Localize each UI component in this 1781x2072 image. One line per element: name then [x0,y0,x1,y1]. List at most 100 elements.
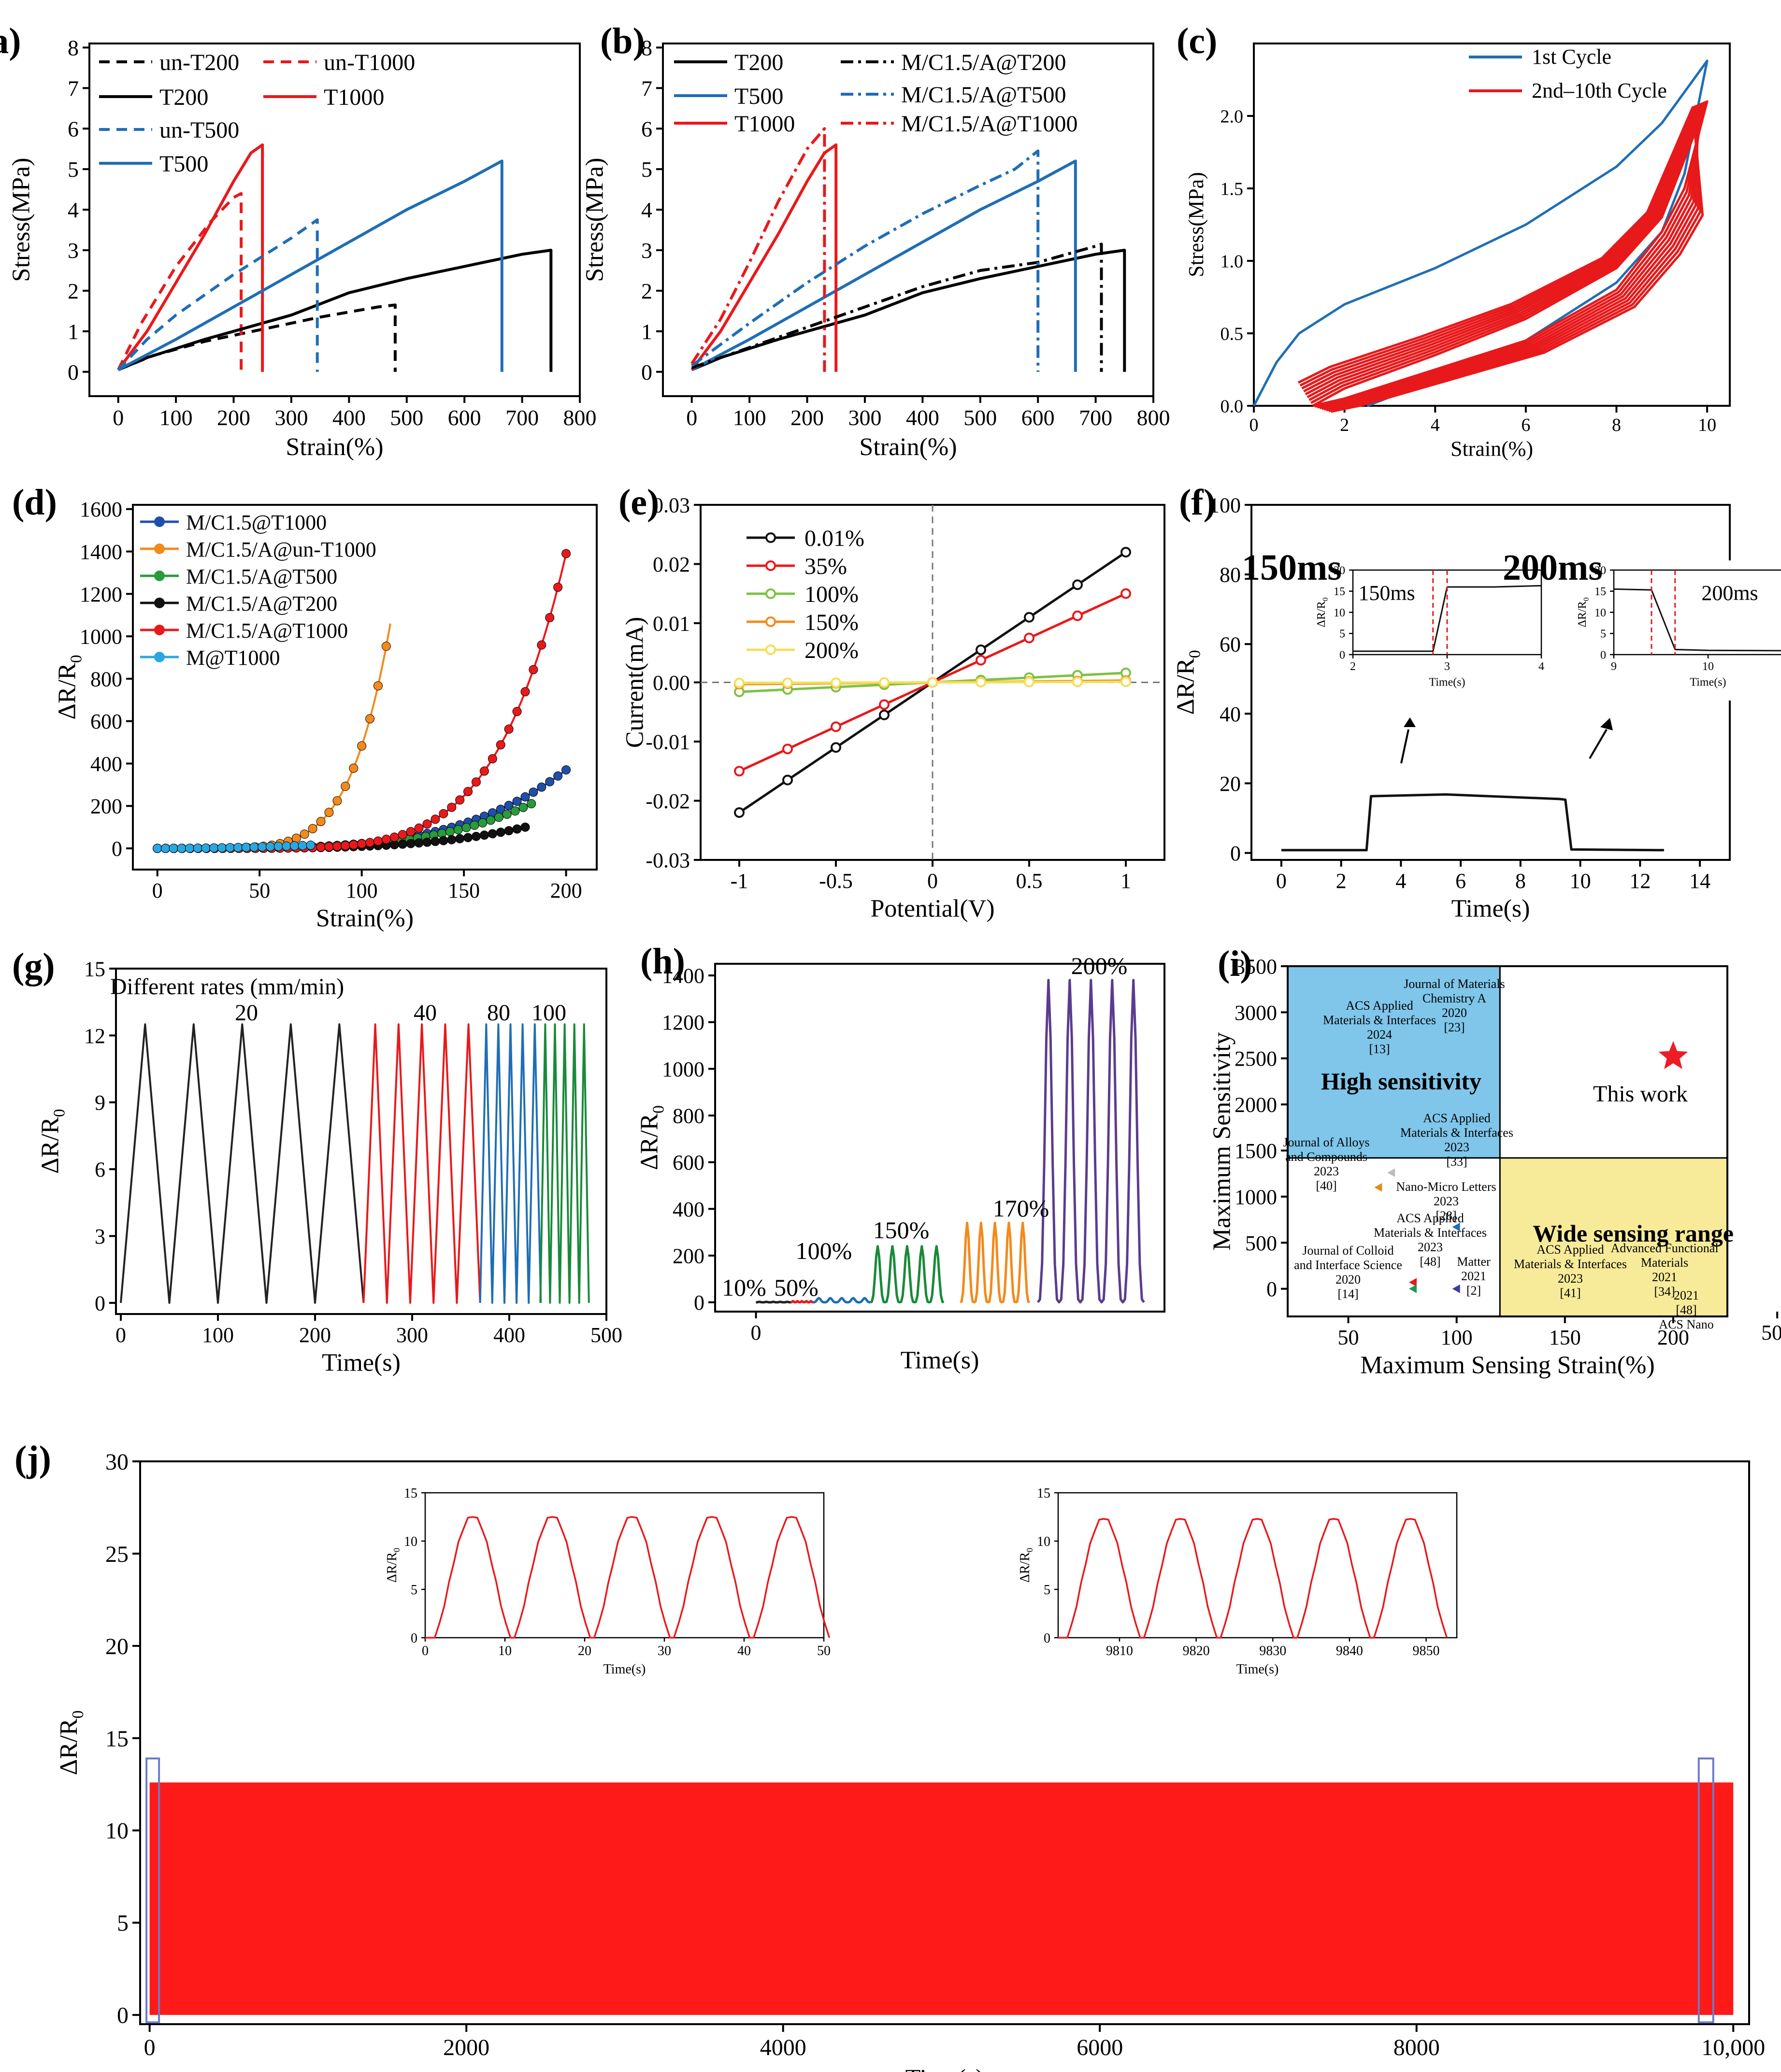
plot-frame [132,504,598,871]
this-work-label: This work [1593,1081,1688,1107]
x-tick-label: 2000 [443,2035,489,2060]
data-point [153,843,162,853]
data-point [504,800,514,810]
data-point [545,777,555,786]
data-point [488,754,497,764]
reference-annotation: 2021 [1674,1288,1699,1302]
reference-annotation: Journal of Materials [1404,977,1505,991]
data-point [512,824,522,834]
x-tick-label: 800 [563,405,597,430]
y-tick-label: 5 [1600,628,1606,641]
y-tick-label: 15 [1334,586,1345,598]
reference-annotation: 2023 [1418,1240,1443,1254]
series-cycle-10 [1297,106,1704,413]
panel-a: 0 100 200 300 400 500 600 700 800 0 1 2 3 4 5 6 7 8 Strain… [0,21,597,461]
arrow-2 [1589,729,1608,759]
x-tick-label: 100 [159,405,193,430]
x-axis-title: Strain(%) [286,433,383,461]
panel-label: (j) [14,1439,51,1479]
y-axis-title: Maximum Sensitivity [1208,1032,1235,1250]
plot-frame [1057,1492,1458,1639]
panel-c: 0 2 4 6 8 10 0.0 0.5 1.0 1.5 2.0 Strain(%) Stress(MP… [1177,21,1731,460]
data-point [241,843,251,852]
y-tick-label: 1000 [662,1057,704,1081]
arrow-1-head [1404,717,1416,727]
y-tick-label: 1.0 [1221,251,1244,272]
reference-annotation: [13] [1369,1042,1390,1056]
data-point [1024,676,1034,687]
data-point [463,833,473,843]
x-tick-label: 700 [1079,405,1112,430]
x-tick-label: 10 [1702,660,1714,673]
reference-annotation: [33] [1446,1155,1467,1169]
data-point [504,724,514,734]
reference-marker [1374,1183,1382,1192]
panel-h: 0500100015002000020040060080010001200140… [635,941,1781,1374]
inset-bg [1575,560,1781,700]
legend-marker [154,543,165,554]
x-tick-label: 800 [1137,405,1170,430]
data-point [406,827,416,836]
data-point [365,714,375,724]
x-tick-label: 600 [1021,405,1055,430]
y-tick-label: 0 [411,1631,417,1646]
y-tick-label: 1200 [80,583,122,606]
y-tick-label: 400 [673,1198,704,1221]
legend-marker [154,652,165,662]
data-point [1024,612,1034,623]
panel-label: (d) [12,482,57,523]
panel-i: 50 100 150 2000500100015002000250030003500M… [1208,943,1733,1379]
data-point [1120,676,1131,687]
y-tick-label: 0.0 [1221,396,1244,416]
y-tick-label: 6 [68,116,79,141]
x-tick-label: 500 [1761,1321,1781,1344]
x-tick-label: 400 [493,1323,525,1347]
reference-annotation: 2023 [1314,1164,1339,1178]
y-tick-label: 15 [1037,1486,1050,1501]
x-axis-title: Strain(%) [859,433,957,461]
series-rate-40 [362,1023,481,1304]
reference-annotation: [23] [1444,1020,1465,1034]
y-tick-label: 2500 [1235,1047,1277,1071]
series-rate-100 [539,1023,590,1304]
y-axis-title-sub: 0 [50,1109,68,1117]
y-tick-label: 0 [95,1291,105,1315]
legend-marker [765,588,776,599]
legend-T1000-label: T1000 [324,85,384,110]
strain-level-label: 10% [722,1274,766,1301]
x-tick-label: 500 [590,1323,622,1347]
reference-annotation: 2020 [1336,1272,1361,1286]
legend-T200-label: T200 [159,85,208,110]
x-tick-label: 0 [1276,869,1287,893]
x-tick-label: 4 [1431,415,1440,435]
y-tick-label: 2 [641,279,652,303]
y-tick-label: 1000 [80,625,122,649]
panel-d: 0 50 100 150 200 0 200 400 600 800 1000 1200 1400 160… [12,482,598,932]
x-tick-label: 30 [658,1643,671,1658]
legend-marker [154,625,165,635]
y-tick-label: 0.5 [1221,324,1244,344]
x-axis-title: Time(s) [1429,676,1465,688]
x-tick-label: 9850 [1413,1643,1440,1658]
x-tick-label: 2 [1350,660,1356,673]
y-axis-title: Current(mA) [621,617,648,748]
series-170% [960,1221,1031,1304]
strain-level-label: 200% [1071,952,1128,979]
legend-label: M/C1.5/A@un-T1000 [186,538,376,561]
y-tick-label: 10 [1594,607,1606,619]
data-point [422,819,432,829]
reference-annotation: 2023 [1558,1272,1583,1286]
reference-annotation: [28] [1436,1209,1456,1223]
y-tick-label: 5 [411,1583,417,1598]
region-high-sensitivity [1288,966,1500,1158]
x-tick-label: 0 [422,1643,429,1658]
y-axis-title-sub: 0 [1025,1548,1034,1552]
legend-T200-label: T200 [734,50,783,75]
panel-label: (a) [0,21,21,61]
y-tick-label: 0 [1266,1277,1277,1301]
legend-marker [154,598,165,608]
data-point [471,831,481,841]
